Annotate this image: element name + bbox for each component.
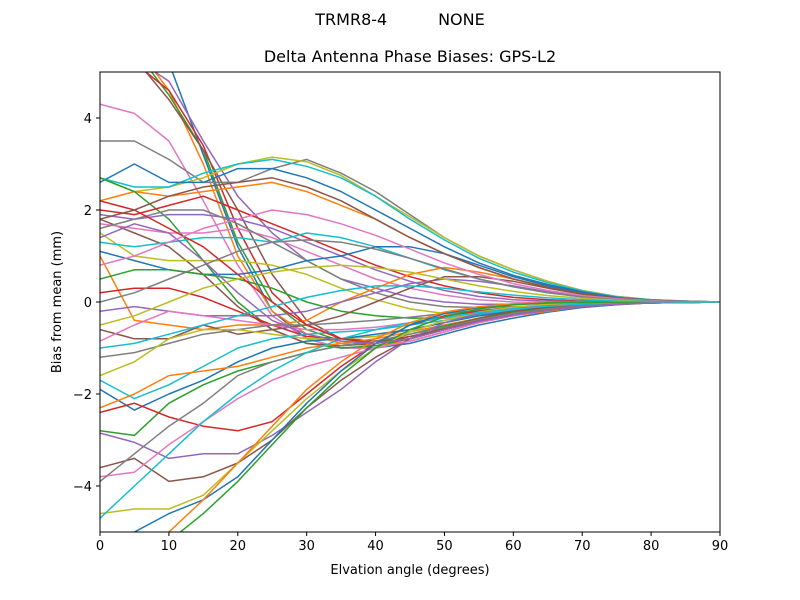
figure-suptitle: TRMR8-4 NONE xyxy=(315,10,485,29)
series-line xyxy=(100,264,720,326)
chart-title: Delta Antenna Phase Biases: GPS-L2 xyxy=(263,47,557,66)
x-tick-label: 30 xyxy=(298,539,315,554)
series-line xyxy=(100,156,720,303)
x-axis-label: Elvation angle (degrees) xyxy=(330,563,489,578)
x-tick-label: 70 xyxy=(574,539,591,554)
y-axis-ticks: −4 −2 0 2 4 xyxy=(73,112,100,495)
data-lines xyxy=(100,72,720,532)
series-line xyxy=(100,285,720,349)
x-tick-label: 90 xyxy=(712,539,729,554)
x-tick-label: 50 xyxy=(436,539,453,554)
y-tick-label: 0 xyxy=(84,296,92,311)
series-line xyxy=(100,209,720,303)
x-tick-label: 40 xyxy=(367,539,384,554)
y-tick-label: 4 xyxy=(84,112,92,127)
y-axis-label: Bias from mean (mm) xyxy=(50,231,65,373)
x-tick-label: 20 xyxy=(230,539,247,554)
series-line xyxy=(100,223,720,345)
y-tick-label: 2 xyxy=(84,204,92,219)
y-tick-label: −2 xyxy=(73,388,92,403)
y-tick-label: −4 xyxy=(73,480,92,495)
series-line xyxy=(179,301,720,532)
x-tick-label: 0 xyxy=(96,539,104,554)
x-tick-label: 10 xyxy=(161,539,178,554)
x-axis-ticks: 0 10 20 30 40 50 60 70 80 90 xyxy=(96,532,728,554)
series-line xyxy=(100,301,720,342)
series-line xyxy=(100,177,720,303)
series-line xyxy=(100,140,720,303)
series-line xyxy=(100,223,720,304)
x-tick-label: 80 xyxy=(643,539,660,554)
series-line xyxy=(100,301,720,432)
x-tick-label: 60 xyxy=(505,539,522,554)
